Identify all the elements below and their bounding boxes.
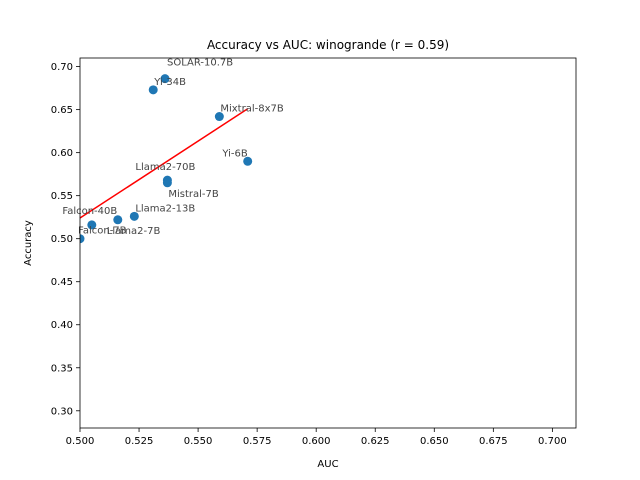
y-tick-label: 0.70 — [51, 62, 73, 73]
x-axis: 0.500 0.525 0.550 0.575 0.600 0.625 0.650 0.675… — [66, 428, 567, 447]
data-point — [80, 234, 85, 244]
x-tick-label: 0.550 — [184, 436, 213, 447]
y-tick-label: 0.30 — [51, 406, 73, 417]
chart-title: Accuracy vs AUC: winogrande (r = 0.59) — [207, 38, 449, 52]
x-tick-label: 0.650 — [420, 436, 449, 447]
x-tick-label: 0.525 — [125, 436, 154, 447]
point-label: Yi-6B — [221, 148, 248, 159]
point-label: Llama2-7B — [107, 226, 161, 237]
plot-frame — [79, 57, 577, 429]
data-point — [87, 220, 97, 230]
x-tick-label: 0.500 — [66, 436, 95, 447]
y-tick-label: 0.45 — [51, 277, 73, 288]
data-point — [214, 112, 224, 122]
x-tick-label: 0.675 — [479, 436, 508, 447]
point-label: SOLAR-10.7B — [167, 58, 233, 69]
x-tick-label: 0.600 — [302, 436, 331, 447]
point-label: Mixtral-8x7B — [220, 104, 284, 115]
y-tick-label: 0.50 — [51, 234, 73, 245]
data-point — [129, 211, 139, 221]
point-label: Falcon-7B — [78, 226, 127, 237]
y-tick-label: 0.40 — [51, 320, 73, 331]
point-label: Falcon-40B — [62, 206, 117, 217]
regression-line — [79, 108, 249, 219]
x-tick-label: 0.700 — [538, 436, 567, 447]
y-tick-label: 0.65 — [51, 105, 73, 116]
point-label: Yi-34B — [153, 77, 186, 88]
points-group — [80, 74, 253, 244]
y-tick-label: 0.60 — [51, 148, 73, 159]
plot-area: SOLAR-10.7B Yi-34B Mixtral-8x7B Yi-6B Llama2… — [62, 58, 284, 244]
x-axis-label: AUC — [317, 459, 338, 470]
y-axis-label: Accuracy — [23, 220, 34, 266]
data-point — [162, 178, 172, 188]
y-axis: 0.30 0.35 0.40 0.45 0.50 0.55 0.60 0.65 0.70 — [51, 62, 80, 417]
x-tick-label: 0.625 — [361, 436, 390, 447]
y-tick-label: 0.35 — [51, 363, 73, 374]
point-label: Llama2-70B — [135, 162, 195, 173]
data-point — [113, 215, 123, 225]
data-point — [160, 74, 170, 84]
data-point — [243, 156, 253, 166]
point-label: Llama2-13B — [135, 203, 195, 214]
point-label: Mistral-7B — [168, 189, 219, 200]
x-tick-label: 0.575 — [243, 436, 272, 447]
y-tick-label: 0.55 — [51, 191, 73, 202]
data-point — [148, 85, 158, 95]
